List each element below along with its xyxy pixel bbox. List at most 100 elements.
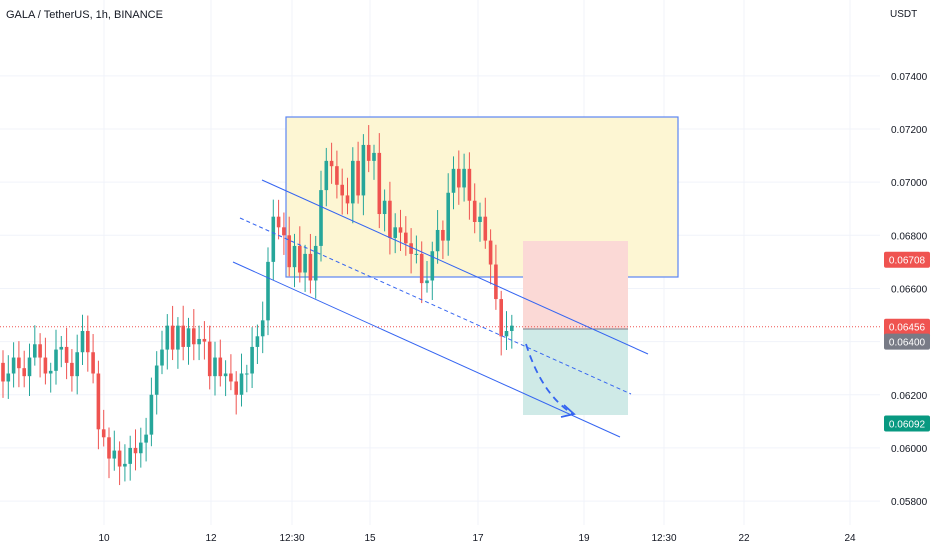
candle[interactable]: [80, 330, 85, 353]
projection-arrow[interactable]: [525, 343, 574, 415]
candle[interactable]: [488, 240, 493, 265]
candle[interactable]: [377, 152, 382, 215]
candle[interactable]: [234, 381, 238, 395]
candle[interactable]: [462, 168, 466, 188]
candle[interactable]: [351, 160, 355, 204]
candle[interactable]: [472, 200, 477, 222]
candle[interactable]: [149, 394, 154, 435]
candle[interactable]: [467, 168, 472, 201]
candle[interactable]: [144, 434, 148, 443]
candle[interactable]: [298, 245, 302, 273]
candle[interactable]: [75, 352, 79, 377]
stop-loss-zone[interactable]: [523, 241, 628, 329]
candle[interactable]: [483, 216, 488, 241]
candle[interactable]: [250, 346, 254, 374]
candle[interactable]: [271, 216, 276, 262]
candle[interactable]: [43, 357, 48, 374]
candle[interactable]: [59, 346, 64, 350]
candle[interactable]: [478, 216, 482, 222]
candle[interactable]: [382, 200, 387, 215]
candle[interactable]: [181, 325, 185, 347]
candle[interactable]: [1, 362, 5, 382]
candle[interactable]: [207, 341, 212, 377]
candle[interactable]: [218, 357, 223, 377]
candle[interactable]: [239, 373, 244, 395]
candle[interactable]: [27, 357, 32, 377]
candle[interactable]: [441, 229, 445, 241]
candle[interactable]: [64, 346, 69, 363]
candle[interactable]: [451, 168, 456, 193]
candle[interactable]: [96, 373, 101, 430]
candle[interactable]: [22, 368, 26, 377]
candle[interactable]: [457, 168, 461, 188]
candle[interactable]: [160, 349, 164, 366]
candle[interactable]: [409, 243, 413, 254]
candle[interactable]: [112, 450, 117, 459]
candle[interactable]: [425, 280, 429, 284]
candle[interactable]: [356, 160, 360, 196]
candle[interactable]: [372, 152, 376, 161]
candle[interactable]: [255, 336, 260, 347]
candle[interactable]: [276, 216, 281, 228]
candle[interactable]: [245, 373, 249, 375]
channel-mid-line[interactable]: [239, 217, 632, 395]
candle[interactable]: [510, 325, 514, 331]
candle[interactable]: [404, 232, 408, 244]
candle[interactable]: [499, 299, 503, 337]
candle[interactable]: [133, 447, 138, 454]
candle[interactable]: [292, 245, 297, 268]
candle[interactable]: [335, 166, 339, 185]
candle[interactable]: [165, 325, 170, 350]
candle[interactable]: [340, 184, 344, 196]
candle[interactable]: [319, 190, 323, 246]
candle[interactable]: [33, 344, 37, 358]
take-profit-zone[interactable]: [523, 329, 628, 415]
candle[interactable]: [170, 325, 175, 350]
channel-lower-line[interactable]: [232, 261, 621, 438]
candle[interactable]: [128, 447, 132, 464]
candle[interactable]: [393, 227, 397, 238]
candle[interactable]: [430, 251, 435, 281]
candle[interactable]: [139, 442, 143, 454]
candle[interactable]: [202, 338, 207, 342]
candle[interactable]: [86, 330, 90, 353]
candle[interactable]: [213, 357, 217, 377]
channel-upper-line[interactable]: [261, 179, 649, 355]
candle[interactable]: [446, 192, 450, 241]
candle[interactable]: [308, 253, 313, 281]
candle[interactable]: [282, 227, 286, 236]
candle[interactable]: [70, 362, 74, 377]
candle[interactable]: [260, 320, 265, 337]
candle[interactable]: [17, 357, 21, 369]
candle[interactable]: [186, 328, 191, 347]
candle[interactable]: [329, 160, 334, 167]
candle[interactable]: [197, 338, 201, 345]
candlestick-series[interactable]: [1, 125, 514, 486]
candle[interactable]: [324, 160, 329, 191]
candle[interactable]: [414, 253, 419, 255]
candle[interactable]: [266, 261, 270, 321]
price-axis[interactable]: 0.05800 0.06000 0.06200 0.06400 0.06600 0.068…: [891, 72, 928, 508]
candle[interactable]: [303, 253, 307, 273]
candle[interactable]: [123, 463, 127, 467]
candle[interactable]: [435, 229, 440, 252]
candle[interactable]: [419, 253, 424, 284]
candle[interactable]: [38, 344, 42, 358]
candle[interactable]: [287, 235, 291, 268]
candle[interactable]: [48, 370, 53, 374]
candle[interactable]: [366, 144, 371, 161]
candle[interactable]: [388, 200, 392, 238]
candle[interactable]: [223, 373, 228, 377]
channel-drawings[interactable]: [232, 179, 649, 438]
candle[interactable]: [11, 357, 16, 374]
candle[interactable]: [398, 227, 403, 233]
candle[interactable]: [154, 365, 159, 395]
candle[interactable]: [361, 144, 366, 196]
candle[interactable]: [54, 349, 58, 371]
time-axis[interactable]: 10 12 12:30 15 17 19 12:30 22 24: [98, 533, 856, 544]
candle[interactable]: [6, 373, 11, 382]
candle[interactable]: [229, 373, 233, 382]
candle[interactable]: [91, 352, 95, 374]
candle[interactable]: [345, 195, 350, 204]
